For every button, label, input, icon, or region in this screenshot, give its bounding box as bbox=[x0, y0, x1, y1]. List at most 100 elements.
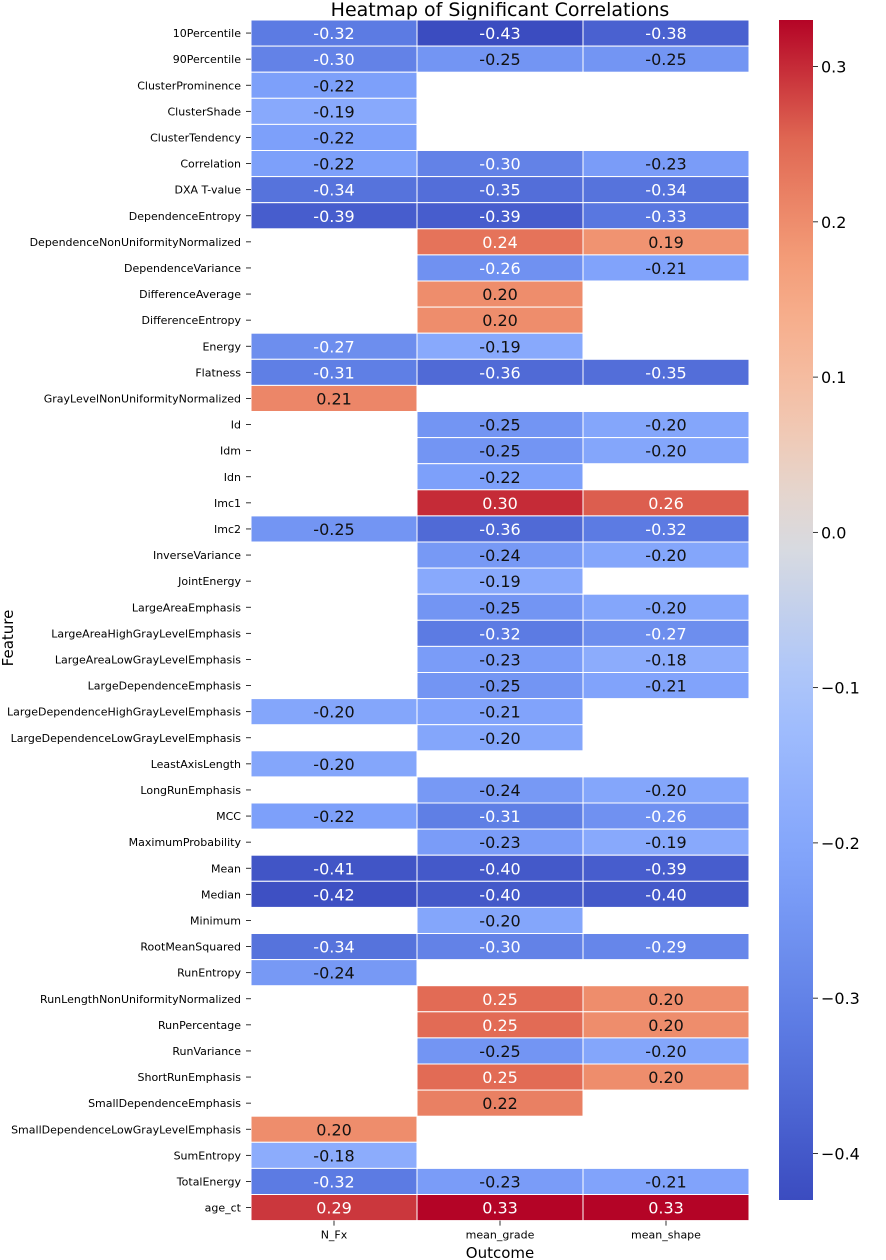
cell-value-label: -0.19 bbox=[479, 337, 520, 356]
cell-value-label: -0.23 bbox=[479, 833, 520, 852]
y-axis-label: Feature bbox=[0, 610, 17, 667]
row-label: LargeDependenceHighGrayLevelEmphasis bbox=[7, 706, 241, 719]
row-label: TotalEnergy bbox=[176, 1175, 242, 1188]
cell-value-label: -0.24 bbox=[479, 546, 520, 565]
cell-value-label: -0.24 bbox=[313, 964, 354, 983]
heatmap-cell bbox=[582, 202, 750, 230]
heatmap-cell bbox=[416, 724, 584, 752]
heatmap-cell bbox=[250, 358, 418, 386]
colorbar-tick-label: −0.3 bbox=[821, 989, 860, 1008]
cell-value-label: 0.33 bbox=[648, 1199, 684, 1218]
colorbar bbox=[779, 20, 813, 1200]
cell-value-label: 0.22 bbox=[482, 1094, 518, 1113]
row-label: RunEntropy bbox=[177, 967, 241, 980]
row-label: age_ct bbox=[205, 1202, 242, 1215]
cell-value-label: -0.25 bbox=[479, 442, 520, 461]
cell-value-label: -0.36 bbox=[479, 363, 520, 382]
cell-value-label: 0.30 bbox=[482, 494, 518, 513]
row-label: RootMeanSquared bbox=[140, 941, 241, 954]
cell-value-label: -0.18 bbox=[313, 1146, 354, 1165]
heatmap-cell bbox=[416, 828, 584, 856]
heatmap-cell bbox=[250, 1141, 418, 1169]
cell-value-label: -0.25 bbox=[479, 416, 520, 435]
cell-value-label: -0.32 bbox=[313, 1172, 354, 1191]
heatmap-cell bbox=[416, 254, 584, 282]
row-label: Imc1 bbox=[214, 497, 241, 510]
cell-value-label: -0.22 bbox=[313, 807, 354, 826]
cell-value-label: -0.20 bbox=[313, 703, 354, 722]
row-label: Median bbox=[201, 888, 241, 901]
cell-value-label: -0.20 bbox=[645, 416, 686, 435]
cell-value-label: 0.19 bbox=[648, 233, 684, 252]
row-label: Minimum bbox=[190, 914, 241, 927]
cell-value-label: -0.18 bbox=[645, 650, 686, 669]
row-label: MCC bbox=[216, 810, 241, 823]
cell-value-label: -0.19 bbox=[313, 102, 354, 121]
cell-value-label: -0.19 bbox=[479, 572, 520, 591]
row-label: LargeAreaEmphasis bbox=[132, 601, 241, 614]
cell-value-label: -0.20 bbox=[479, 911, 520, 930]
heatmap-cell bbox=[582, 1194, 750, 1222]
row-label: RunLengthNonUniformityNormalized bbox=[40, 993, 241, 1006]
cell-value-label: -0.40 bbox=[479, 859, 520, 878]
row-label: DifferenceAverage bbox=[139, 288, 241, 301]
cell-value-label: -0.30 bbox=[313, 50, 354, 69]
row-label: ClusterProminence bbox=[137, 79, 241, 92]
row-label: Imc2 bbox=[214, 523, 241, 536]
heatmap-cell bbox=[582, 854, 750, 882]
cell-value-label: 0.33 bbox=[482, 1199, 518, 1218]
cell-value-label: 0.25 bbox=[482, 1016, 518, 1035]
heatmap-cell bbox=[416, 332, 584, 360]
cell-value-label: -0.34 bbox=[645, 181, 686, 200]
cell-value-label: -0.26 bbox=[645, 807, 686, 826]
heatmap-cell bbox=[416, 411, 584, 439]
heatmap-cell bbox=[416, 228, 584, 256]
cell-value-label: -0.27 bbox=[313, 337, 354, 356]
colorbar-tick-label: −0.2 bbox=[821, 834, 860, 853]
colorbar-tick-label: −0.4 bbox=[821, 1144, 860, 1163]
cell-value-label: -0.22 bbox=[313, 76, 354, 95]
colorbar-ticks: 0.3 0.2 0.1 0.0 −0.1 −0.2 −0.3 −0.4 bbox=[813, 58, 860, 1163]
row-label: LargeAreaHighGrayLevelEmphasis bbox=[51, 627, 241, 640]
heatmap-cell bbox=[582, 672, 750, 700]
row-label: DependenceEntropy bbox=[129, 210, 242, 223]
heatmap-cell bbox=[250, 384, 418, 412]
cell-value-label: -0.22 bbox=[313, 128, 354, 147]
cell-value-label: -0.20 bbox=[645, 442, 686, 461]
cell-value-label: -0.20 bbox=[645, 781, 686, 800]
row-label: SmallDependenceEmphasis bbox=[88, 1097, 241, 1110]
cell-value-label: -0.23 bbox=[645, 155, 686, 174]
heatmap-cell bbox=[416, 1011, 584, 1039]
heatmap-cell bbox=[250, 515, 418, 543]
row-label: Energy bbox=[202, 340, 241, 353]
heatmap-cell bbox=[250, 880, 418, 908]
column-label: N_Fx bbox=[321, 1229, 348, 1242]
cell-value-label: 0.20 bbox=[648, 1068, 684, 1087]
heatmap-cell bbox=[582, 933, 750, 961]
cell-value-label: -0.20 bbox=[313, 755, 354, 774]
cell-value-label: -0.21 bbox=[645, 677, 686, 696]
cell-value-label: -0.22 bbox=[479, 468, 520, 487]
cell-value-label: -0.25 bbox=[645, 50, 686, 69]
cell-value-label: -0.31 bbox=[479, 807, 520, 826]
cell-value-label: -0.42 bbox=[313, 885, 354, 904]
column-label: mean_shape bbox=[631, 1229, 701, 1242]
heatmap-cell bbox=[416, 45, 584, 73]
column-labels: N_Fx mean_grade mean_shape bbox=[321, 1220, 701, 1242]
column-label: mean_grade bbox=[466, 1229, 535, 1242]
heatmap-cell bbox=[416, 645, 584, 674]
cell-value-label: -0.39 bbox=[313, 207, 354, 226]
cell-value-label: -0.30 bbox=[479, 155, 520, 174]
row-label: ClusterShade bbox=[168, 105, 242, 118]
heatmap-cell bbox=[582, 358, 750, 386]
chart-title: Heatmap of Significant Correlations bbox=[331, 0, 670, 21]
heatmap-cell bbox=[416, 567, 584, 595]
heatmap-cell bbox=[416, 358, 584, 386]
row-label: DifferenceEntropy bbox=[142, 314, 242, 327]
cell-value-label: -0.33 bbox=[645, 207, 686, 226]
cell-value-label: -0.34 bbox=[313, 181, 354, 200]
heatmap-cell bbox=[416, 1037, 584, 1065]
heatmap-cell bbox=[250, 19, 418, 47]
row-label: LargeDependenceEmphasis bbox=[88, 680, 242, 693]
heatmap-cell bbox=[416, 306, 584, 334]
